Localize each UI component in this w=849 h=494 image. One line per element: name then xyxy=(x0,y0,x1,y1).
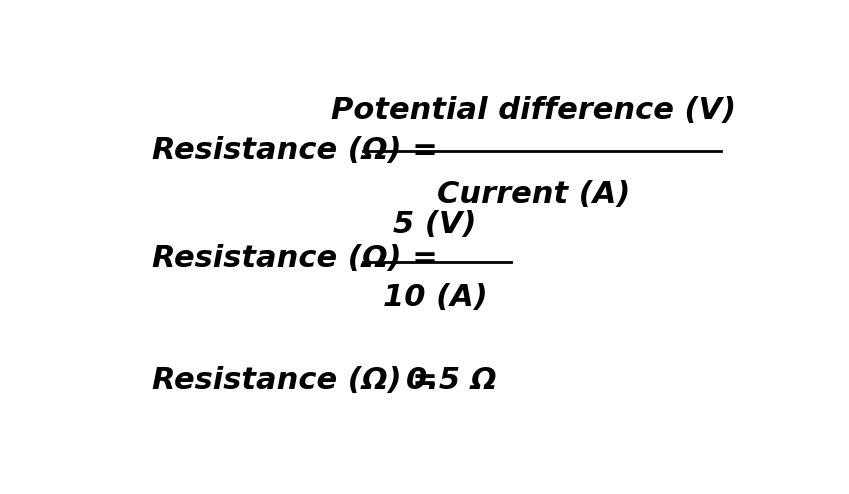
Text: Current (A): Current (A) xyxy=(437,180,631,209)
Text: 10 (A): 10 (A) xyxy=(383,283,487,312)
Text: 0.5 Ω: 0.5 Ω xyxy=(406,366,496,395)
Text: Resistance (Ω) =: Resistance (Ω) = xyxy=(152,136,438,165)
Text: Resistance (Ω) =: Resistance (Ω) = xyxy=(152,366,438,395)
Text: Potential difference (V): Potential difference (V) xyxy=(331,96,736,125)
Text: Resistance (Ω) =: Resistance (Ω) = xyxy=(152,245,438,274)
Text: 5 (V): 5 (V) xyxy=(393,210,477,239)
